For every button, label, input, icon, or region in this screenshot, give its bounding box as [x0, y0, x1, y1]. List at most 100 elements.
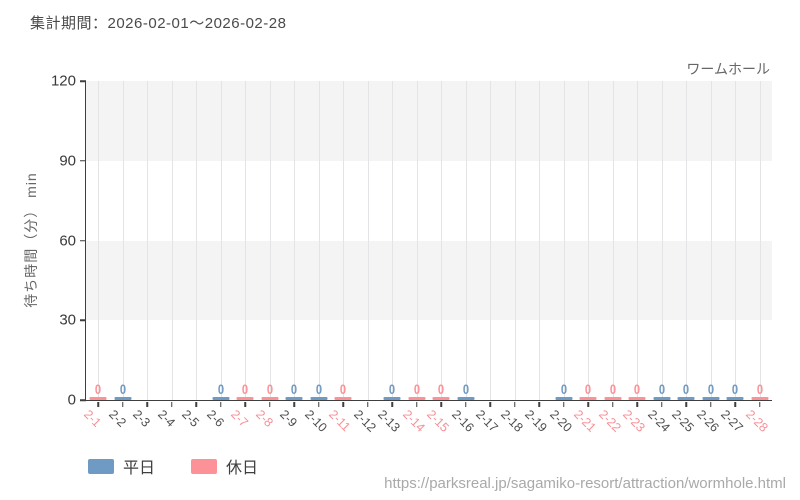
value-label: 0: [634, 381, 641, 397]
value-label: 0: [560, 381, 567, 397]
x-axis-label: 2-13: [375, 407, 403, 435]
gridline: [563, 81, 565, 400]
gridline: [367, 81, 369, 400]
x-axis-label: 2-8: [252, 407, 276, 430]
date-column: 2-23 0: [620, 81, 650, 435]
x-tick: [342, 401, 344, 407]
gridline: [294, 81, 296, 400]
x-axis-label: 2-9: [277, 407, 301, 430]
wait-time-bar: [677, 397, 695, 400]
wait-time-bar: [334, 397, 352, 400]
wait-time-bar: [579, 397, 597, 400]
date-column: 2-27 0: [718, 81, 748, 435]
gridline: [514, 81, 516, 400]
x-axis-label: 2-25: [669, 407, 697, 435]
x-axis-label: 2-10: [301, 407, 330, 435]
value-label: 0: [315, 381, 322, 397]
gridline: [612, 81, 614, 400]
x-axis-label: 2-21: [571, 407, 599, 435]
x-tick: [563, 401, 565, 407]
wait-time-bar: [653, 397, 671, 400]
x-axis-label: 2-12: [350, 407, 379, 435]
x-axis-label: 2-14: [399, 407, 428, 435]
gridline: [588, 81, 590, 400]
x-axis-label: 2-4: [154, 407, 178, 430]
gridline: [661, 81, 663, 400]
y-axis-label: 30: [59, 311, 76, 329]
report-period-title: 集計期間：2026-02-01～2026-02-28: [30, 15, 287, 32]
x-tick: [465, 401, 467, 407]
value-label: 0: [242, 381, 249, 397]
y-axis-label: 120: [50, 72, 76, 90]
x-tick: [416, 401, 418, 407]
gridline: [710, 81, 712, 400]
gridline: [539, 81, 541, 400]
value-label: 0: [291, 381, 298, 397]
gridline: [122, 81, 124, 400]
wait-time-bar: [236, 397, 254, 400]
gridline: [759, 81, 761, 400]
wait-time-bar: [285, 397, 303, 400]
attraction-name-label: ワームホール: [686, 61, 770, 77]
x-axis-label: 2-20: [546, 407, 575, 435]
date-column: 2-3: [130, 81, 160, 430]
date-column: 2-19: [522, 81, 552, 435]
x-axis-label: 2-5: [179, 407, 203, 430]
gridline: [392, 81, 394, 400]
x-tick: [710, 401, 712, 407]
x-axis-label: 2-7: [228, 407, 252, 430]
wait-time-bar: [261, 397, 279, 400]
x-tick: [685, 401, 687, 407]
date-column: 2-8 0: [253, 81, 283, 430]
value-label: 0: [389, 381, 396, 397]
x-axis-label: 2-15: [424, 407, 452, 435]
date-column: 2-2 0: [106, 81, 136, 430]
y-tick: [80, 160, 86, 162]
legend-item-holiday[interactable]: 休日: [191, 454, 258, 478]
gridline: [220, 81, 222, 400]
x-tick: [734, 401, 736, 407]
legend-item-weekday[interactable]: 平日: [88, 454, 155, 478]
date-column: 2-14 0: [400, 81, 430, 435]
band-stripe: [86, 81, 772, 161]
x-tick: [220, 401, 222, 407]
gridline: [269, 81, 271, 400]
x-tick: [489, 401, 491, 407]
source-url: https://parksreal.jp/sagamiko-resort/att…: [384, 475, 786, 492]
x-axis-label: 2-27: [718, 407, 746, 435]
x-axis-label: 2-1: [81, 407, 105, 430]
x-axis-label: 2-19: [522, 407, 550, 435]
x-axis-label: 2-16: [448, 407, 477, 435]
date-column: 2-17: [473, 81, 503, 435]
x-tick: [195, 401, 197, 407]
date-column: 2-5: [179, 81, 209, 430]
value-label: 0: [413, 381, 420, 397]
gridline: [98, 81, 100, 400]
wait-time-bar: [751, 397, 769, 400]
value-label: 0: [266, 381, 273, 397]
date-column: 2-11 0: [326, 81, 356, 434]
value-label: 0: [462, 381, 469, 397]
wait-time-bar: [628, 397, 646, 400]
wait-time-bar: [212, 397, 230, 400]
x-tick: [122, 401, 124, 407]
y-axis-label: 90: [59, 152, 76, 170]
gridline: [147, 81, 149, 400]
x-tick: [759, 401, 761, 407]
band-stripe: [86, 160, 772, 241]
value-label: 0: [658, 381, 665, 397]
wait-time-bar: [89, 397, 107, 400]
gridline: [637, 81, 639, 400]
legend-label: 平日: [123, 460, 156, 477]
x-tick: [636, 401, 638, 407]
date-column: 2-22 0: [596, 81, 626, 435]
holiday-legend-swatch: [191, 458, 218, 474]
y-tick: [80, 239, 86, 242]
date-column: 2-26 0: [694, 81, 724, 435]
value-label: 0: [756, 381, 763, 397]
x-tick: [97, 401, 99, 407]
x-tick: [146, 401, 148, 407]
legend-label: 休日: [226, 460, 259, 477]
value-label: 0: [95, 381, 102, 397]
